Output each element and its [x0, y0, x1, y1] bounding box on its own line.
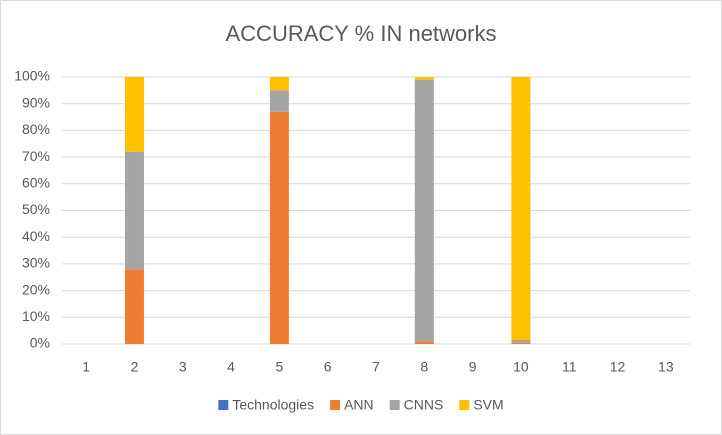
- y-tick-label: 40%: [22, 228, 50, 244]
- legend-label: CNNS: [404, 397, 444, 413]
- y-tick-label: 50%: [22, 201, 50, 217]
- x-tick-label: 8: [420, 359, 428, 375]
- x-tick-label: 11: [562, 359, 577, 375]
- legend-swatch: [218, 400, 229, 410]
- y-tick-label: 20%: [22, 281, 50, 297]
- y-tick-label: 100%: [14, 68, 50, 84]
- x-tick-label: 13: [658, 359, 674, 375]
- y-tick-label: 0%: [30, 335, 50, 351]
- bar-segment: [511, 342, 531, 344]
- bar-segment: [124, 77, 144, 152]
- bar-segment: [511, 77, 531, 340]
- y-tick-label: 80%: [22, 121, 50, 137]
- legend-swatch: [330, 400, 341, 410]
- bar-segment: [124, 269, 144, 344]
- bar-segment: [414, 77, 434, 80]
- bar-segment: [124, 151, 144, 270]
- x-tick-label: 1: [82, 359, 90, 375]
- legend-swatch: [459, 400, 470, 410]
- x-tick-label: 3: [179, 359, 187, 375]
- bar-segment: [414, 341, 434, 344]
- bar-segment: [269, 77, 289, 91]
- bar-segment: [414, 79, 434, 342]
- y-tick-label: 90%: [22, 94, 50, 110]
- x-tick-label: 6: [324, 359, 332, 375]
- chart-title: ACCURACY % IN networks: [226, 21, 497, 46]
- bar-segment: [269, 111, 289, 345]
- bar-segment: [511, 339, 531, 343]
- x-tick-label: 10: [513, 359, 529, 375]
- x-tick-label: 4: [227, 359, 235, 375]
- legend-swatch: [389, 400, 400, 410]
- x-tick-label: 9: [469, 359, 477, 375]
- x-tick-label: 2: [131, 359, 139, 375]
- y-tick-label: 60%: [22, 175, 50, 191]
- legend-label: Technologies: [232, 397, 314, 413]
- y-tick-label: 70%: [22, 148, 50, 164]
- y-tick-label: 10%: [22, 308, 50, 324]
- x-tick-label: 5: [275, 359, 283, 375]
- x-tick-label: 7: [372, 359, 380, 375]
- legend-label: SVM: [473, 397, 503, 413]
- bar-segment: [269, 90, 289, 112]
- y-tick-label: 30%: [22, 255, 50, 271]
- legend-label: ANN: [344, 397, 374, 413]
- x-tick-label: 12: [610, 359, 626, 375]
